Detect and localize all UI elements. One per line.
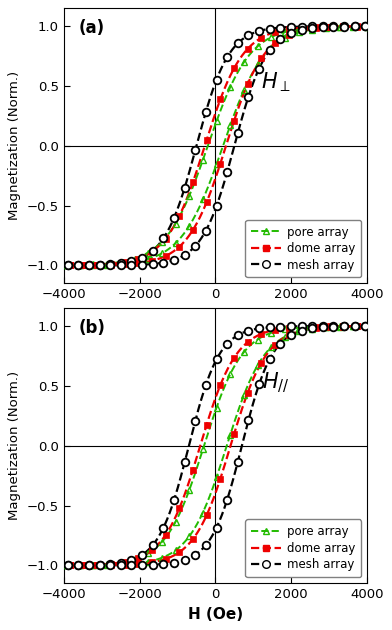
Text: (b): (b) — [79, 319, 106, 337]
Legend: pore array, dome array, mesh array: pore array, dome array, mesh array — [245, 520, 361, 577]
Y-axis label: Magnetization (Norm.): Magnetization (Norm.) — [8, 371, 21, 520]
Legend: pore array, dome array, mesh array: pore array, dome array, mesh array — [245, 220, 361, 277]
Text: $H_{//}$: $H_{//}$ — [262, 370, 290, 394]
X-axis label: H (Oe): H (Oe) — [188, 607, 243, 622]
Y-axis label: Magnetization (Norm.): Magnetization (Norm.) — [8, 71, 21, 220]
Text: $H_\perp$: $H_\perp$ — [261, 71, 291, 94]
Text: (a): (a) — [79, 20, 105, 37]
